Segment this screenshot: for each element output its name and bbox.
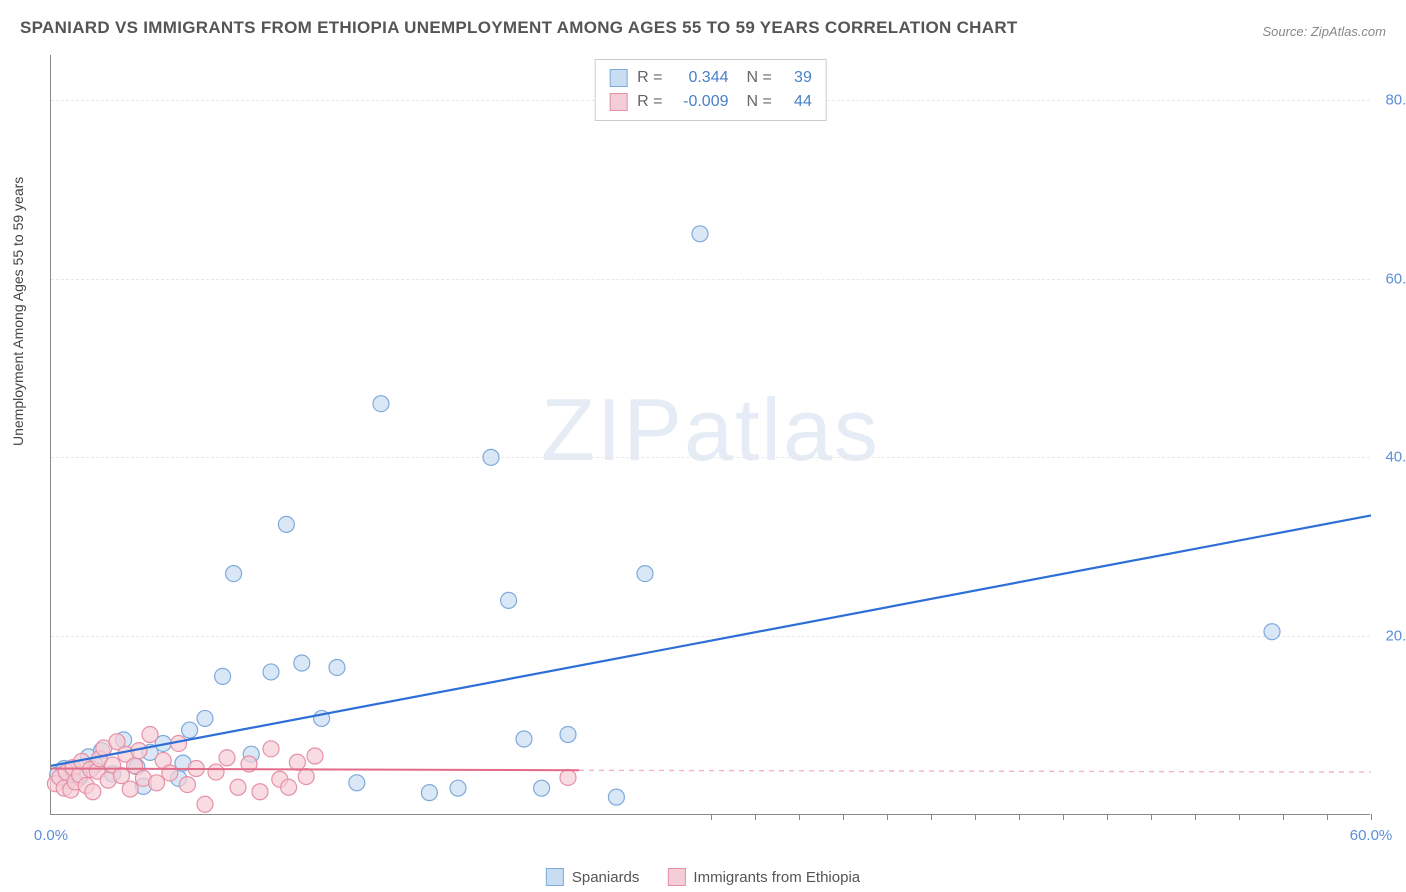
r-label: R = xyxy=(637,66,662,90)
legend-label-ethiopia: Immigrants from Ethiopia xyxy=(693,869,860,886)
x-tick-label: 60.0% xyxy=(1350,827,1393,844)
legend-swatch-ethiopia xyxy=(667,868,685,886)
legend-label-spaniards: Spaniards xyxy=(572,869,640,886)
stats-legend-box: R = 0.344 N = 39 R = -0.009 N = 44 xyxy=(594,59,827,121)
source-value: ZipAtlas.com xyxy=(1311,24,1386,39)
swatch-spaniards xyxy=(609,69,627,87)
legend-swatch-spaniards xyxy=(546,868,564,886)
r-value-ethiopia: -0.009 xyxy=(673,90,729,114)
y-tick-label: 20.0% xyxy=(1385,628,1406,645)
stats-row-ethiopia: R = -0.009 N = 44 xyxy=(609,90,812,114)
y-tick-label: 40.0% xyxy=(1385,449,1406,466)
bottom-legend: Spaniards Immigrants from Ethiopia xyxy=(546,868,860,886)
n-label: N = xyxy=(747,66,772,90)
y-tick-label: 80.0% xyxy=(1385,91,1406,108)
legend-item-ethiopia: Immigrants from Ethiopia xyxy=(667,868,860,886)
n-value-spaniards: 39 xyxy=(782,66,812,90)
x-tick-label: 0.0% xyxy=(34,827,68,844)
r-value-spaniards: 0.344 xyxy=(673,66,729,90)
n-label-2: N = xyxy=(747,90,772,114)
r-label-2: R = xyxy=(637,90,662,114)
n-value-ethiopia: 44 xyxy=(782,90,812,114)
plot-area: ZIPatlas R = 0.344 N = 39 R = -0.009 N =… xyxy=(50,55,1370,815)
source-label: Source: xyxy=(1262,24,1310,39)
y-tick-label: 60.0% xyxy=(1385,270,1406,287)
scatter-svg xyxy=(51,55,1370,814)
y-axis-label: Unemployment Among Ages 55 to 59 years xyxy=(10,177,26,446)
stats-row-spaniards: R = 0.344 N = 39 xyxy=(609,66,812,90)
chart-title: SPANIARD VS IMMIGRANTS FROM ETHIOPIA UNE… xyxy=(20,18,1018,38)
legend-item-spaniards: Spaniards xyxy=(546,868,640,886)
swatch-ethiopia xyxy=(609,93,627,111)
source-credit: Source: ZipAtlas.com xyxy=(1262,24,1386,39)
